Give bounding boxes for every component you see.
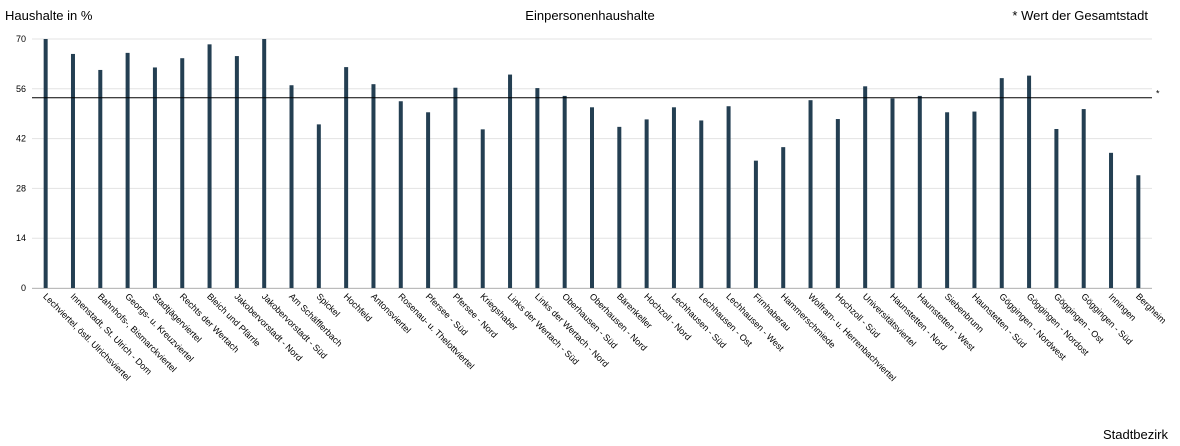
- bar: [1027, 75, 1032, 288]
- bar: [152, 67, 157, 288]
- bar: [590, 107, 594, 288]
- bar: [917, 95, 922, 289]
- bar: [398, 101, 403, 288]
- bar: [1136, 175, 1141, 288]
- y-axis-label: Haushalte in %: [5, 8, 93, 23]
- x-tick-label: Hochfeld: [342, 291, 374, 323]
- y-tick-label: 0: [21, 283, 26, 293]
- chart-title: Einpersonenhaushalte: [525, 8, 655, 23]
- x-tick-label: Bergheim: [1134, 291, 1168, 325]
- bar: [753, 160, 758, 288]
- bar: [808, 100, 813, 288]
- bar: [453, 87, 458, 289]
- bar: [234, 56, 239, 289]
- y-tick-label: 14: [16, 233, 26, 243]
- bar: [180, 58, 185, 288]
- bar: [371, 84, 376, 288]
- y-tick-label: 70: [16, 34, 26, 44]
- bar: [535, 88, 540, 289]
- bar: [835, 119, 840, 289]
- bar: [508, 74, 513, 288]
- y-tick-label: 56: [16, 84, 26, 94]
- bar: [890, 98, 895, 288]
- bar: [945, 112, 950, 288]
- bar: [289, 85, 294, 288]
- bar: [125, 52, 130, 288]
- bar: [1054, 128, 1059, 288]
- bar: [999, 78, 1004, 288]
- bar: [316, 124, 321, 288]
- bar: [726, 106, 731, 288]
- bar: [562, 95, 567, 289]
- bar: [480, 129, 485, 288]
- bar: [1081, 109, 1086, 288]
- x-axis-label: Stadtbezirk: [1102, 427, 1168, 442]
- bar: [262, 39, 267, 288]
- bar: [671, 107, 676, 288]
- bar: [781, 147, 786, 288]
- bar: [426, 112, 431, 288]
- reference-note: * Wert der Gesamtstadt: [1012, 8, 1148, 23]
- bar: [644, 119, 649, 289]
- y-tick-label: 28: [16, 183, 26, 193]
- bar: [344, 67, 349, 288]
- bar: [699, 120, 704, 288]
- bar: [972, 111, 977, 289]
- bar: [207, 44, 212, 289]
- bar: [863, 86, 868, 288]
- x-tick-label: Stadtjägerviertel: [151, 291, 204, 344]
- bar: [70, 53, 75, 288]
- y-tick-label: 42: [16, 134, 26, 144]
- bar: [98, 69, 103, 288]
- bar: [43, 39, 48, 288]
- bar: [1109, 152, 1114, 288]
- bar: [617, 126, 622, 289]
- reference-line-marker: *: [1156, 89, 1160, 99]
